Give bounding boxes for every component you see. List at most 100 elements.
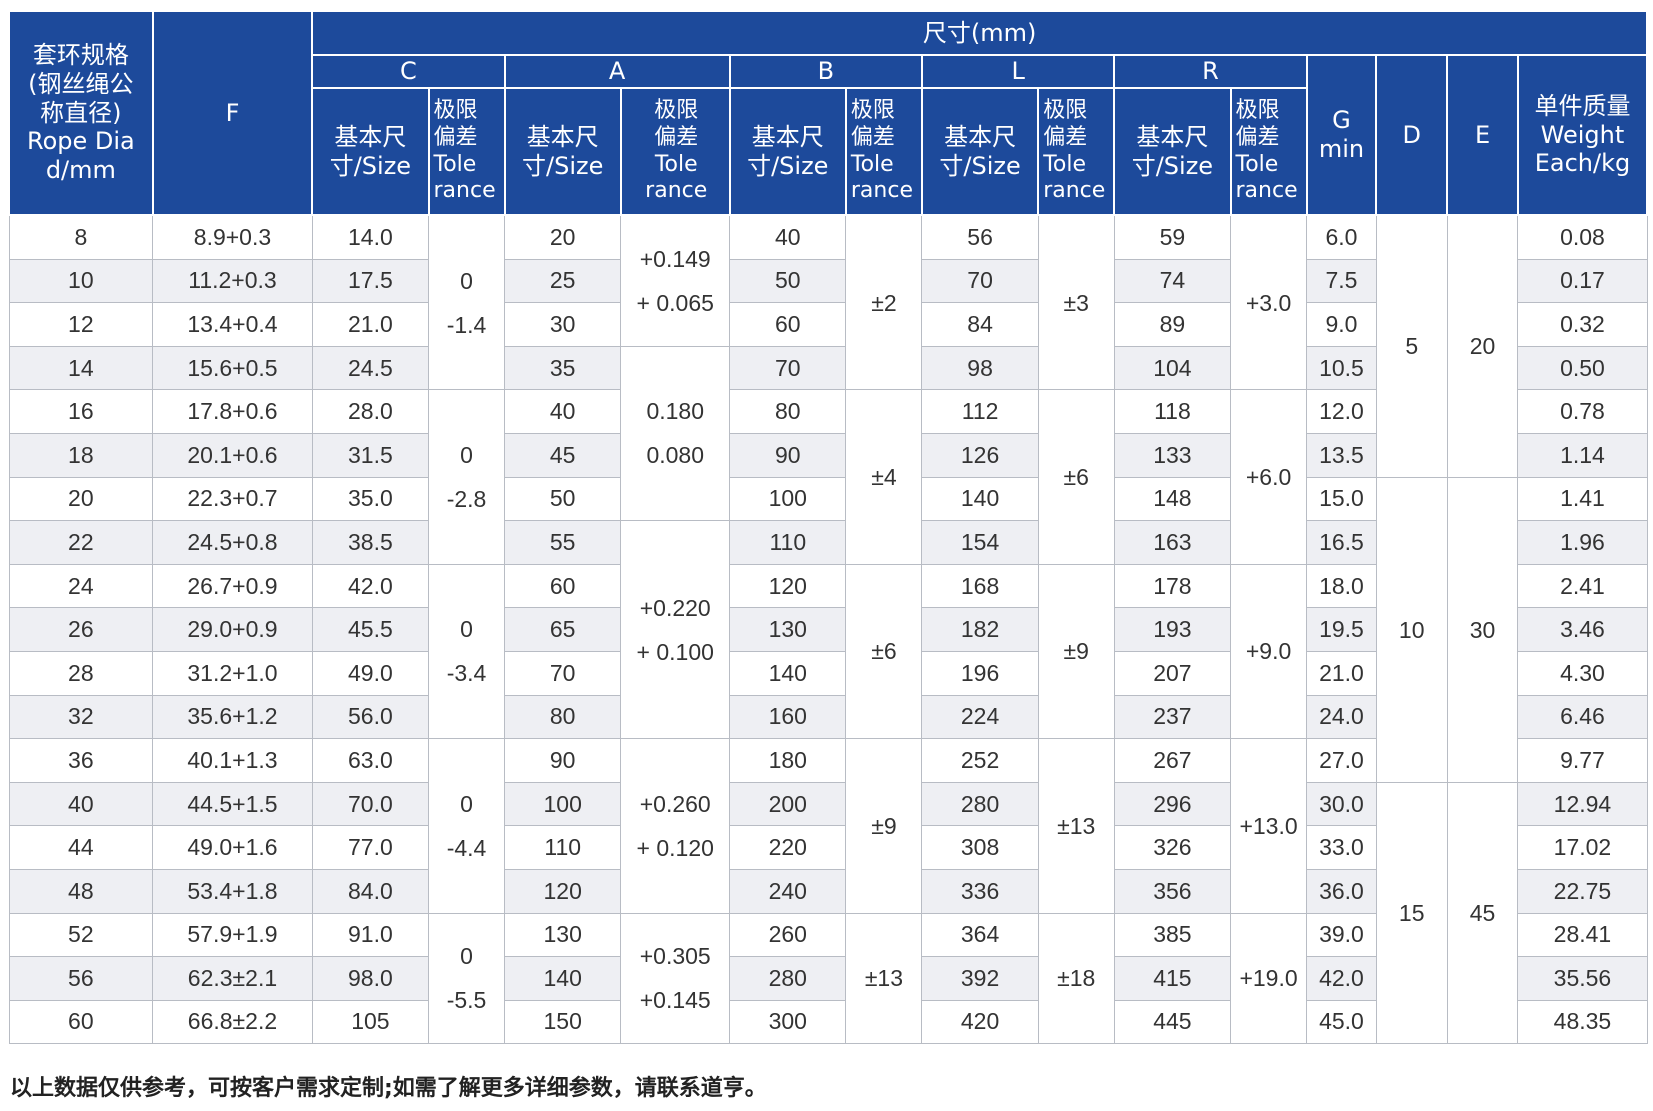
weight-cell: 48.35 [1517, 999, 1648, 1045]
rope-dia-cell: 56 [8, 956, 154, 1001]
c-tol-cell: 0 -4.4 [427, 738, 506, 914]
c-size-cell: 38.5 [311, 520, 430, 565]
a-tol-cell: +0.220 + 0.100 [620, 520, 731, 740]
b-size-cell: 160 [729, 694, 847, 740]
r-size-cell: 59 [1113, 214, 1232, 260]
c-size-cell: 77.0 [311, 825, 430, 870]
l-size-cell: 126 [921, 432, 1039, 478]
g-min-cell: 33.0 [1306, 825, 1377, 870]
rope-dia-cell: 8 [8, 214, 154, 260]
header-b-tolerance: 极限 偏差 Tole rance [844, 87, 923, 216]
b-tol-cell: ±13 [845, 912, 923, 1045]
g-min-cell: 7.5 [1306, 258, 1377, 304]
b-size-cell: 240 [729, 868, 847, 914]
l-size-cell: 84 [921, 302, 1039, 347]
f-value-cell: 40.1+1.3 [152, 738, 313, 783]
a-size-cell: 110 [504, 825, 622, 870]
weight-cell: 4.30 [1517, 650, 1648, 696]
f-value-cell: 62.3±2.1 [152, 956, 313, 1001]
a-size-cell: 55 [504, 520, 622, 565]
b-size-cell: 40 [729, 214, 847, 260]
weight-cell: 1.96 [1517, 520, 1648, 565]
c-size-cell: 45.5 [311, 607, 430, 652]
weight-cell: 6.46 [1517, 694, 1648, 740]
g-min-cell: 9.0 [1306, 302, 1377, 347]
header-c-size: 基本尺 寸/Size [311, 87, 430, 216]
header-r: R [1113, 54, 1308, 89]
table-row: 24 26.7+0.9 42.0 0 -3.4 60 120 ±6 168 ±9 178 +9.0 18… [8, 563, 1648, 740]
r-tol-cell: +9.0 [1230, 563, 1308, 740]
r-size-cell: 104 [1113, 345, 1232, 391]
g-min-cell: 21.0 [1306, 650, 1377, 696]
header-l-size: 基本尺 寸/Size [920, 87, 1040, 216]
f-value-cell: 24.5+0.8 [152, 520, 313, 565]
c-tol-cell: 0 -5.5 [427, 912, 506, 1045]
f-value-cell: 15.6+0.5 [152, 345, 313, 391]
a-size-cell: 120 [504, 868, 622, 914]
g-min-cell: 27.0 [1306, 738, 1377, 783]
header-l: L [920, 54, 1116, 89]
l-size-cell: 392 [921, 956, 1039, 1001]
r-size-cell: 133 [1113, 432, 1232, 478]
c-tol-cell: 0 -2.8 [427, 389, 506, 565]
b-size-cell: 100 [729, 476, 847, 522]
r-size-cell: 237 [1113, 694, 1232, 740]
table-row: 48 53.4+1.8 84.0 120 240 336 356 36.0 22.75 [8, 868, 1648, 914]
header-e: E [1446, 54, 1519, 216]
b-tol-cell: ±9 [845, 738, 923, 914]
table-row: 52 57.9+1.9 91.0 0 -5.5 130 +0.305 +0.145 260 ±13… [8, 912, 1648, 1045]
rope-dia-cell: 24 [8, 563, 154, 609]
header-l-tolerance: 极限 偏差 Tole rance [1037, 87, 1116, 216]
rope-dia-cell: 20 [8, 476, 154, 522]
f-value-cell: 17.8+0.6 [152, 389, 313, 434]
l-tol-cell: ±9 [1037, 563, 1115, 740]
c-size-cell: 42.0 [311, 563, 430, 609]
g-min-cell: 30.0 [1306, 781, 1377, 827]
weight-cell: 12.94 [1517, 781, 1648, 827]
rope-dia-cell: 26 [8, 607, 154, 652]
f-value-cell: 26.7+0.9 [152, 563, 313, 609]
header-weight: 单件质量 Weight Each/kg [1516, 54, 1649, 216]
b-size-cell: 220 [729, 825, 847, 870]
f-value-cell: 20.1+0.6 [152, 432, 313, 478]
c-size-cell: 35.0 [311, 476, 430, 522]
e-cell: 30 [1446, 476, 1519, 783]
l-size-cell: 70 [921, 258, 1039, 304]
rope-dia-cell: 12 [8, 302, 154, 347]
c-tol-cell: 0 -3.4 [427, 563, 506, 740]
weight-cell: 0.17 [1517, 258, 1648, 304]
l-size-cell: 224 [921, 694, 1039, 740]
a-size-cell: 100 [504, 781, 622, 827]
header-a-tolerance: 极限 偏差 Tole rance [619, 87, 731, 216]
header-dimensions: 尺寸(mm) [311, 10, 1648, 56]
header-d: D [1375, 54, 1449, 216]
l-size-cell: 182 [921, 607, 1039, 652]
g-min-cell: 13.5 [1306, 432, 1377, 478]
l-size-cell: 280 [921, 781, 1039, 827]
table-row: 44 49.0+1.6 77.0 110 220 308 326 33.0 17.02 [8, 825, 1648, 870]
b-size-cell: 260 [729, 912, 847, 958]
b-size-cell: 180 [729, 738, 847, 783]
table-row: 60 66.8±2.2 105 150 300 420 445 45.0 48.35 [8, 999, 1648, 1045]
rope-dia-cell: 28 [8, 650, 154, 696]
weight-cell: 1.14 [1517, 432, 1648, 478]
r-size-cell: 178 [1113, 563, 1232, 609]
f-value-cell: 11.2+0.3 [152, 258, 313, 304]
b-size-cell: 280 [729, 956, 847, 1001]
c-size-cell: 17.5 [311, 258, 430, 304]
g-min-cell: 39.0 [1306, 912, 1377, 958]
l-size-cell: 308 [921, 825, 1039, 870]
header-r-size: 基本尺 寸/Size [1113, 87, 1232, 216]
a-tol-cell: +0.305 +0.145 [620, 912, 731, 1045]
table-row: 18 20.1+0.6 31.5 45 90 126 133 13.5 1.14 [8, 432, 1648, 478]
a-size-cell: 40 [504, 389, 622, 434]
header-r-tolerance: 极限 偏差 Tole rance [1229, 87, 1308, 216]
f-value-cell: 44.5+1.5 [152, 781, 313, 827]
c-size-cell: 31.5 [311, 432, 430, 478]
c-size-cell: 98.0 [311, 956, 430, 1001]
b-tol-cell: ±2 [845, 214, 923, 391]
g-min-cell: 10.5 [1306, 345, 1377, 391]
b-size-cell: 120 [729, 563, 847, 609]
a-size-cell: 50 [504, 476, 622, 522]
rope-dia-cell: 52 [8, 912, 154, 958]
